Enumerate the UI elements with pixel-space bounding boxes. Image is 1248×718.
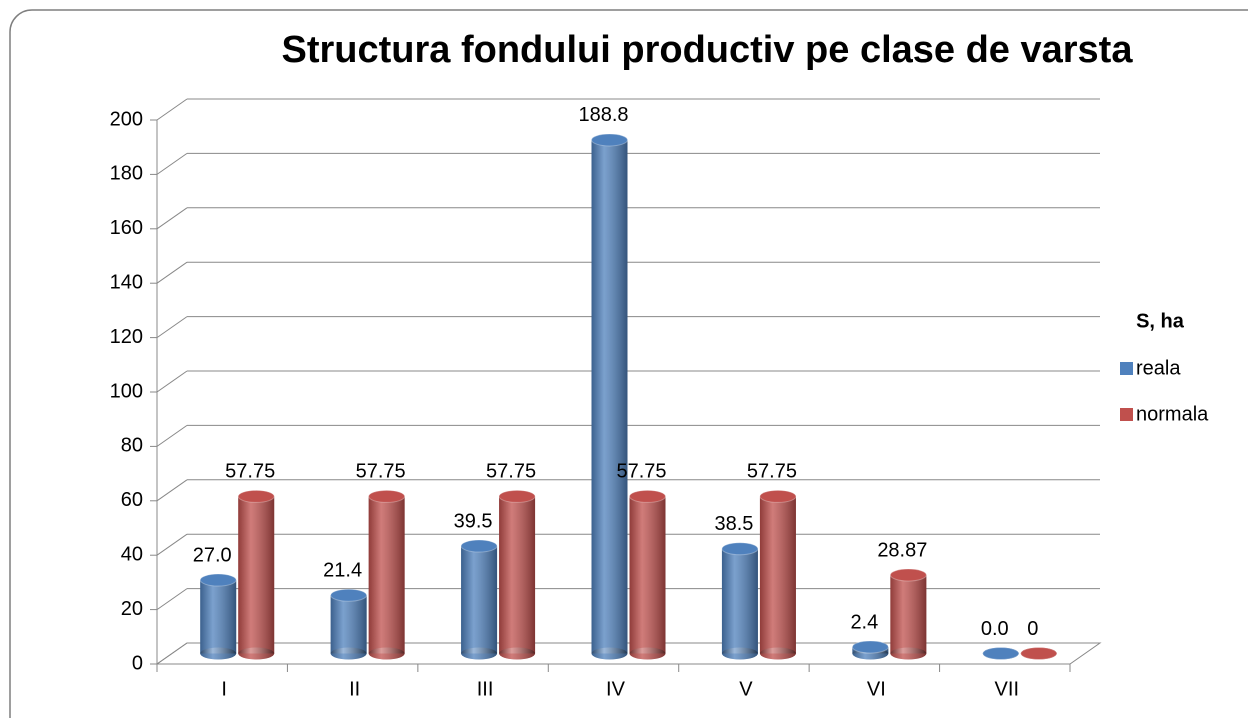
bar-bottom-shade [200,647,237,660]
bar-bottom-shade [629,647,666,660]
y-tick-label: 40 [121,543,143,565]
bar-shade [629,496,666,654]
y-tick-label: 200 [110,108,143,130]
bar-bottom-shade [591,647,628,660]
data-label: 0 [1027,618,1038,640]
chart-title: Structura fondului productiv pe clase de… [282,29,1134,71]
grid-line [156,261,188,284]
data-label: 28.87 [877,539,927,561]
bar-shade [591,139,628,654]
legend-swatch [1120,408,1133,421]
y-tick-label: 20 [121,598,143,620]
bar-top [460,539,498,553]
bar-bottom-shade [890,647,927,660]
bar-top [759,489,797,503]
x-tick-label: VI [867,678,886,700]
y-tick-label: 160 [110,217,143,239]
grid-line [156,370,188,393]
x-tick-label: VII [995,678,1019,700]
grid-line [156,479,188,502]
bar-shade [721,548,758,654]
grid-line [156,98,188,121]
y-tick-label: 120 [110,326,143,348]
bar-bottom-shade [330,647,367,660]
bar-top [629,489,666,503]
x-tick-label: IV [606,678,626,700]
data-label: 57.75 [747,461,797,483]
bar-shade [890,574,927,654]
data-label: 188.8 [578,104,628,126]
y-tick-label: 140 [110,271,143,293]
legend-title: S, ha [1136,310,1185,332]
legend-label: reala [1136,357,1181,379]
data-label: 39.5 [454,510,493,532]
grid-line [156,533,188,556]
y-tick-label: 180 [110,163,143,185]
grid-line [156,588,188,611]
bar-top [1020,647,1058,660]
data-label: 57.75 [616,461,666,483]
bar-bottom-shade [759,647,796,660]
data-label: 38.5 [714,513,753,535]
bar-top [851,640,889,654]
bar-top [330,588,368,602]
bar-bottom-shade [368,647,405,660]
bar-shade [759,496,796,654]
bar-top [498,489,536,503]
bar-bottom-shade [461,647,498,660]
bar-bottom-shade [721,647,758,660]
x-tick-label: V [739,678,753,700]
x-tick-label: I [221,678,227,700]
bar-shade [368,496,405,654]
bar-top [591,133,628,147]
bar-shade [499,496,536,654]
data-label: 27.0 [193,544,232,566]
grid-line [156,316,188,339]
y-tick-label: 60 [121,489,143,511]
grid-line [156,424,188,447]
bar-top [237,489,275,503]
data-label: 21.4 [323,560,362,582]
bar-shade [461,546,498,654]
y-tick-label: 100 [110,380,143,402]
bar-shade [200,580,237,654]
legend-swatch [1120,362,1133,375]
y-tick-label: 0 [132,652,143,674]
grid-line [156,642,188,665]
data-label: 57.75 [486,461,536,483]
data-label: 57.75 [225,461,275,483]
bar-shade [238,496,275,654]
bar-top [982,647,1020,660]
data-label: 2.4 [850,611,878,633]
y-tick-label: 80 [121,435,143,457]
x-tick-label: II [349,678,360,700]
bar-shade [330,595,367,654]
bar-top [721,542,759,556]
data-label: 0.0 [981,618,1009,640]
legend-label: normala [1136,403,1209,425]
x-tick-label: III [477,678,494,700]
grid-line [156,207,188,230]
bar-bottom-shade [499,647,536,660]
bar-bottom-shade [238,647,275,660]
grid-line [156,152,188,175]
data-label: 57.75 [356,461,406,483]
bar-top [368,489,406,503]
frame [9,9,1248,718]
bar-top [199,573,237,587]
bar-top [889,568,927,582]
